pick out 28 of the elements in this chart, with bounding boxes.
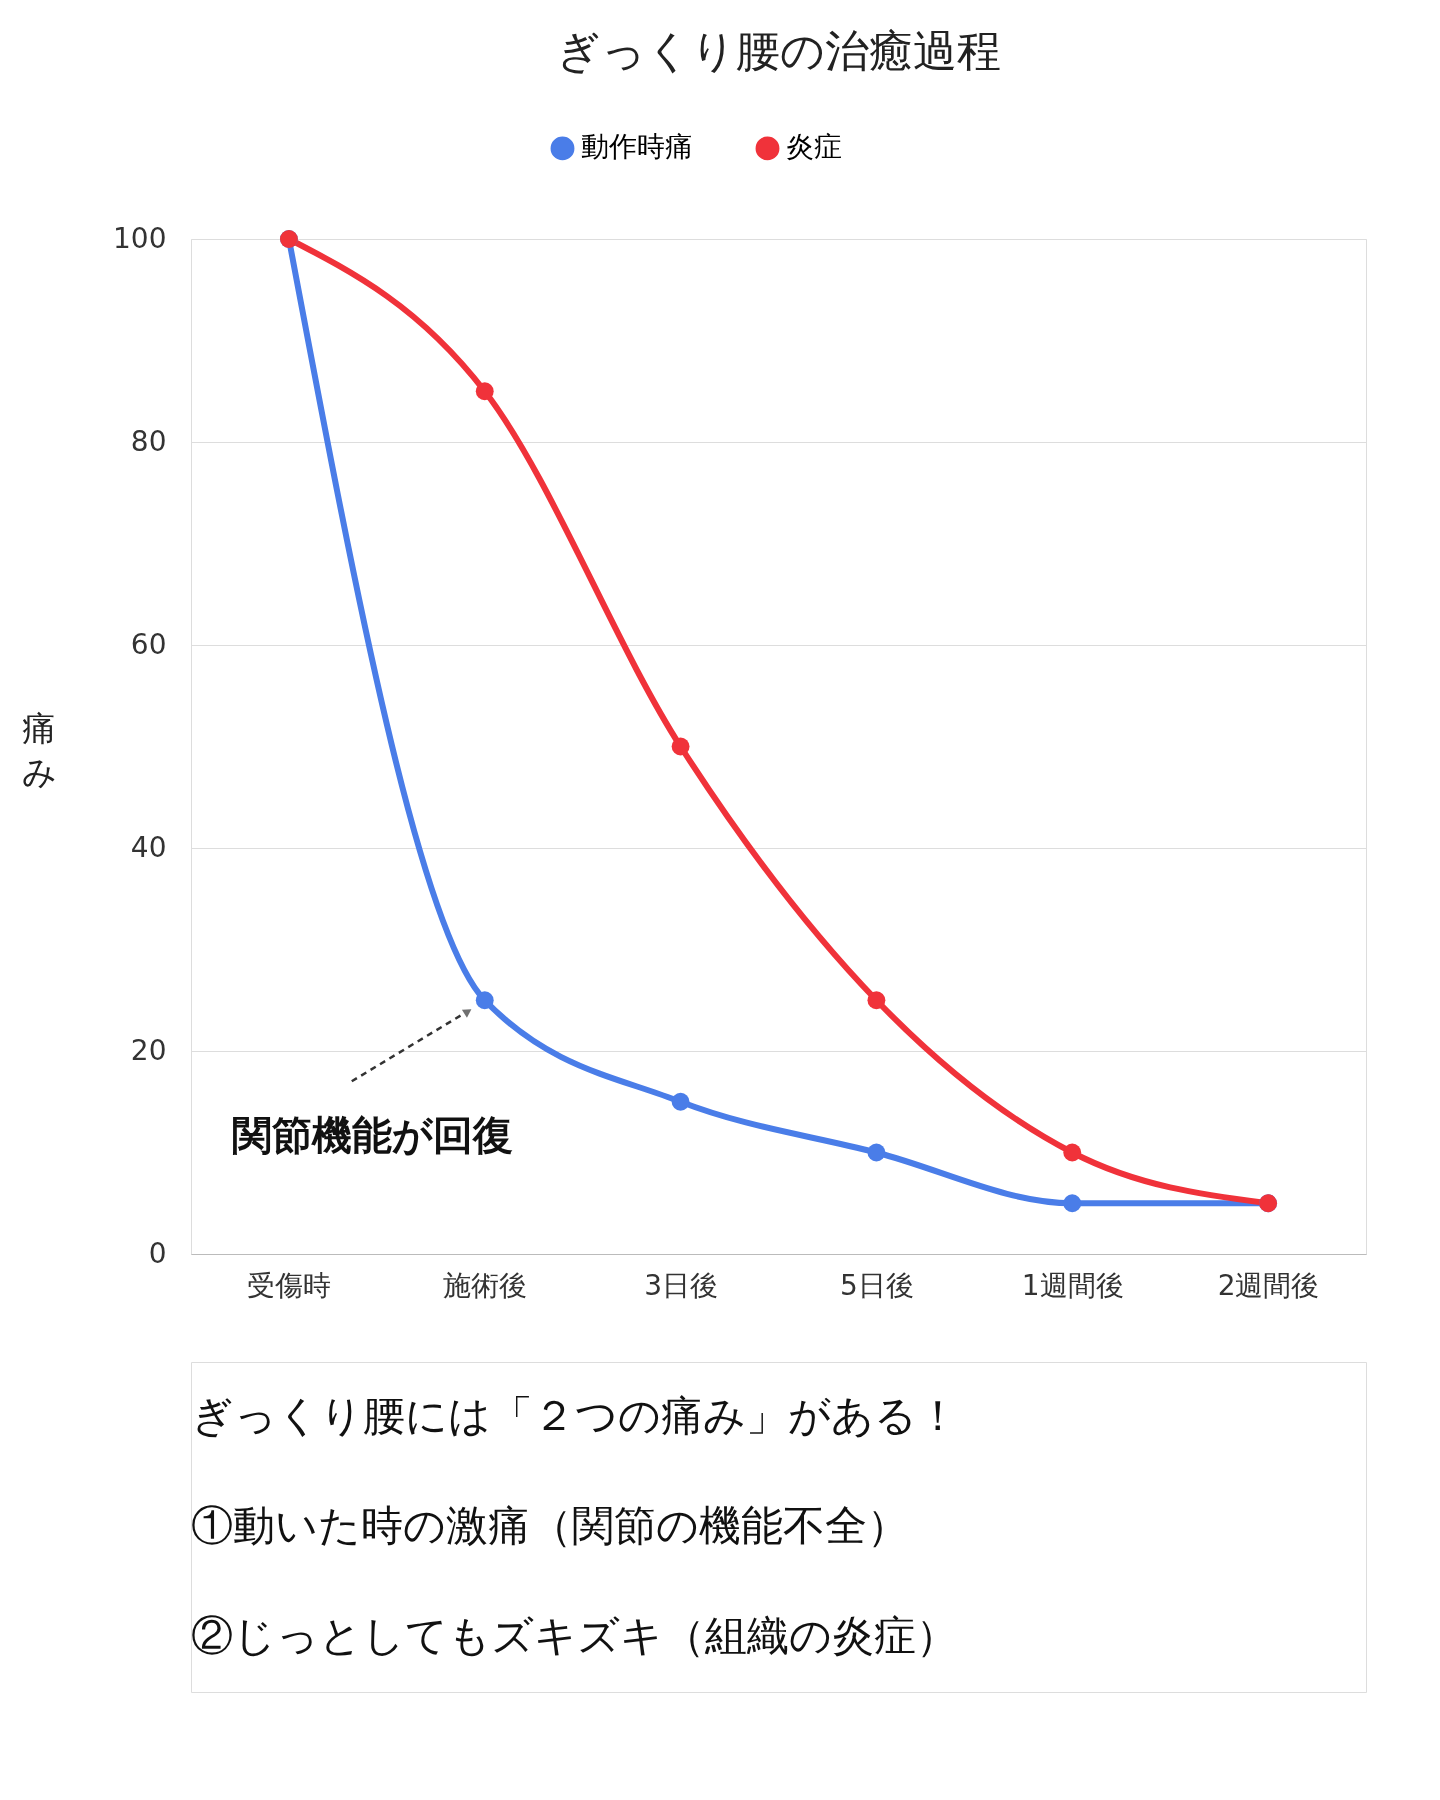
- point: [1063, 1143, 1082, 1162]
- x-tick-label: 5日後: [840, 1268, 914, 1302]
- x-tick-label: 2週間後: [1217, 1268, 1320, 1302]
- x-tick-label: 3日後: [644, 1268, 718, 1302]
- y-axis-title: 痛み: [21, 708, 57, 792]
- point: [475, 382, 494, 401]
- point: [867, 1143, 886, 1162]
- y-tick-label: 40: [130, 830, 167, 864]
- x-tick-label: 受傷時: [247, 1268, 332, 1302]
- x-tick-label: 施術後: [443, 1268, 528, 1302]
- y-tick-label: 80: [130, 424, 167, 458]
- point: [671, 1092, 690, 1111]
- text: ②じっとしてもズキズキ（組織の炎症）: [191, 1611, 958, 1660]
- point: [671, 737, 690, 756]
- y-tick-label: 60: [130, 627, 167, 661]
- point: [867, 991, 886, 1010]
- y-tick-label: 100: [113, 221, 167, 255]
- x-tick-label: 1週間後: [1021, 1268, 1124, 1302]
- text: ぎっくり腰には「２つの痛み」がある！: [191, 1391, 959, 1440]
- annotation: 関節機能が回復: [232, 1112, 514, 1159]
- legend-label: 炎症: [785, 130, 842, 164]
- y-tick-label: 0: [148, 1236, 167, 1270]
- legend-label: 動作時痛: [580, 130, 693, 164]
- point: [475, 991, 494, 1010]
- point: [1063, 1194, 1082, 1213]
- chart-title: ぎっくり腰の治癒過程: [556, 25, 1001, 76]
- y-tick-label: 20: [130, 1033, 167, 1067]
- text: ①動いた時の激痛（関節の機能不全）: [191, 1501, 909, 1550]
